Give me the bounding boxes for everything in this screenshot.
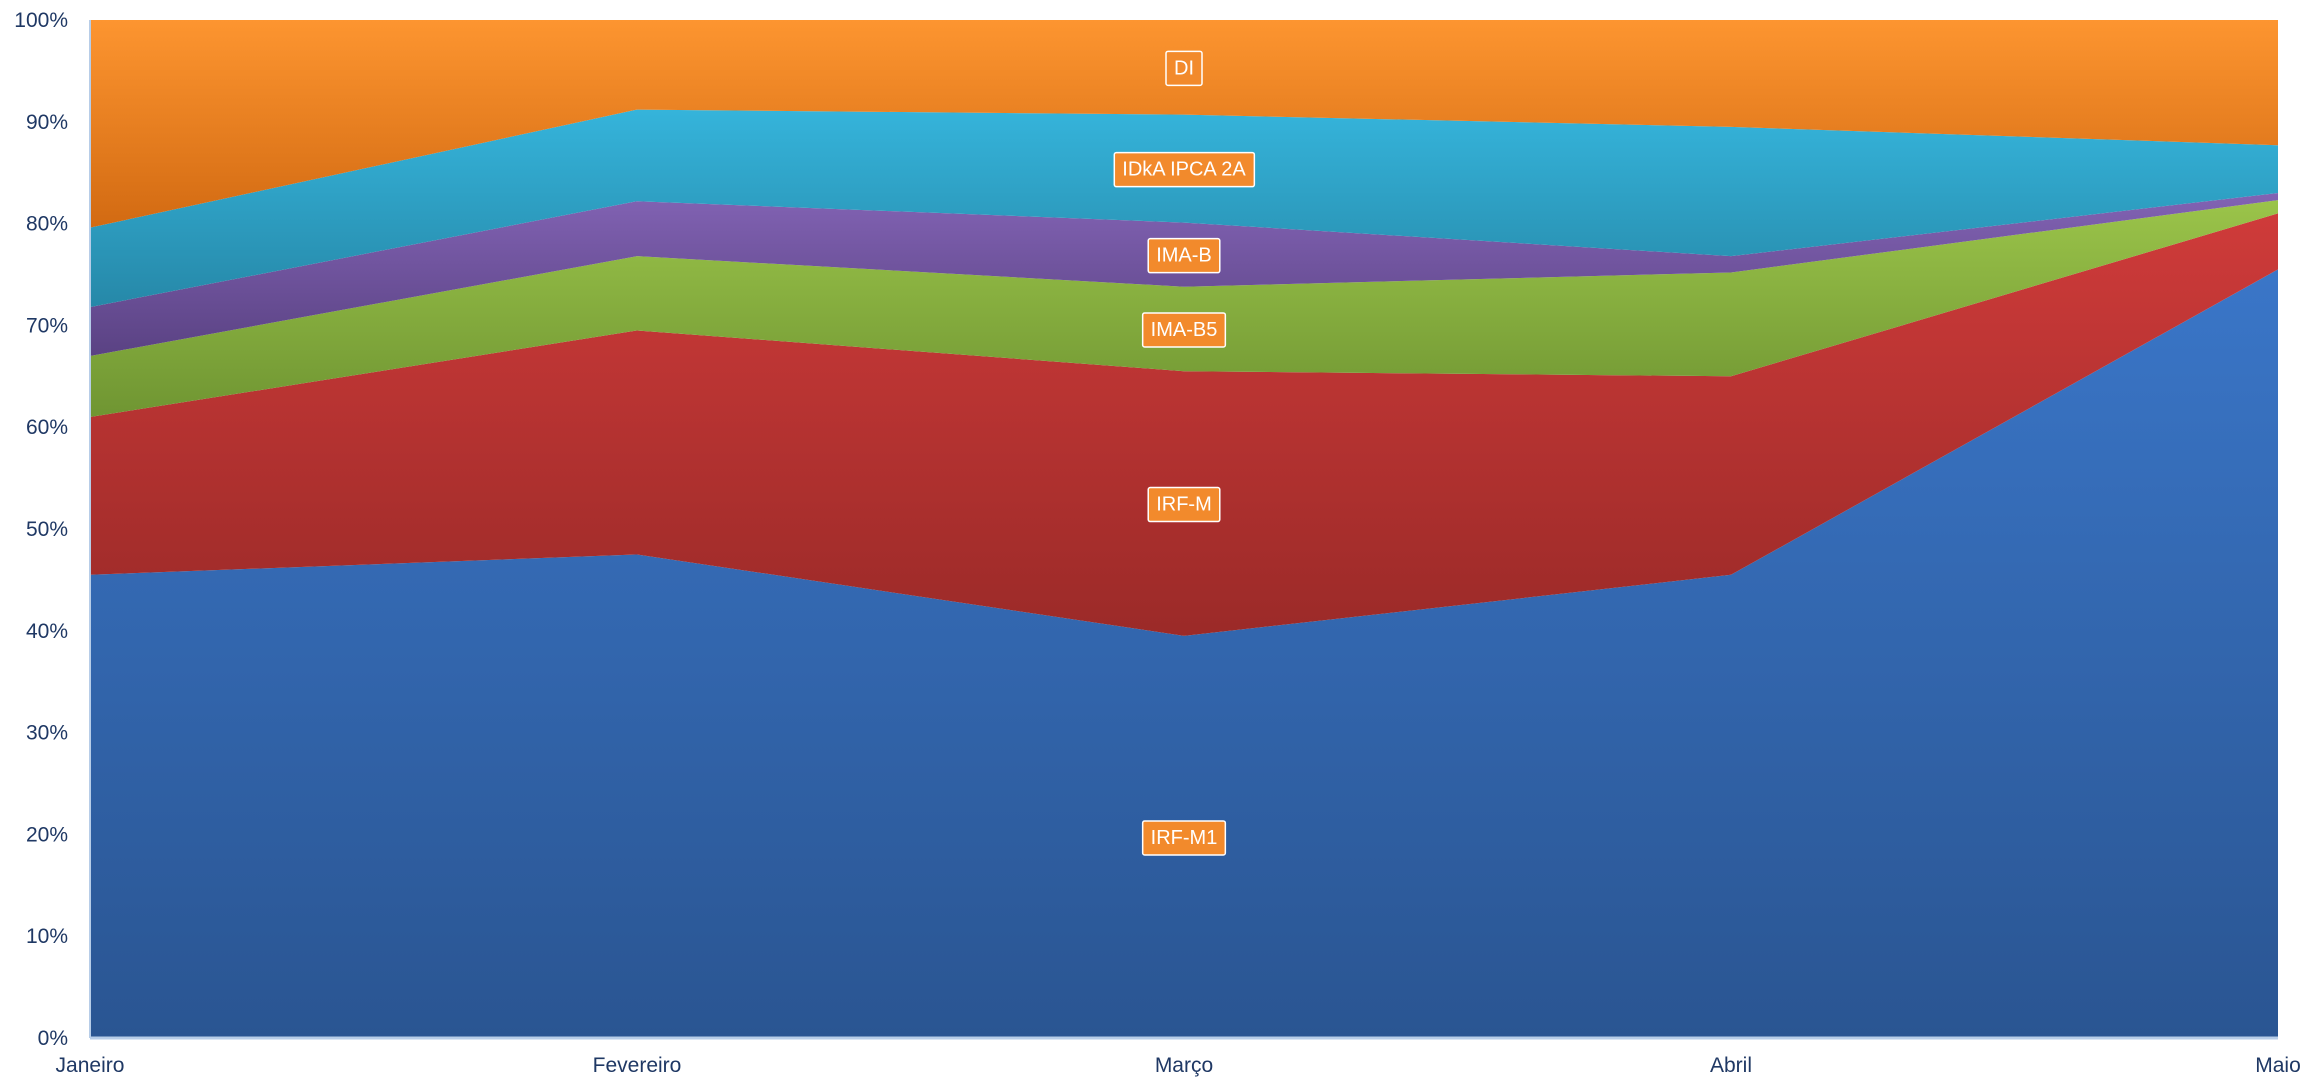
y-tick-label: 70% [26, 314, 68, 337]
series-label-box [1141, 820, 1227, 856]
area-idka-ipca-2a [90, 109, 2278, 308]
y-tick-label: 80% [26, 213, 68, 236]
y-tick-label: 0% [38, 1027, 68, 1050]
y-tick-label: 30% [26, 722, 68, 745]
y-tick-label: 40% [26, 620, 68, 643]
series-label-ima-b: IMA-B [1147, 237, 1221, 274]
series-label-irf-m1: IRF-M1 [1141, 820, 1227, 856]
y-tick-label: 50% [26, 518, 68, 541]
series-label-box [1147, 237, 1221, 274]
area-irf-m [90, 213, 2278, 636]
x-tick-label: Maio [2255, 1054, 2301, 1077]
x-tick-label: Fevereiro [593, 1054, 682, 1077]
series-label-box [1141, 312, 1227, 348]
area-irf-m1 [90, 269, 2278, 1038]
axes [89, 20, 2278, 1040]
x-tick-label: Março [1155, 1054, 1213, 1077]
series-label-text: IMA-B5 [1151, 319, 1218, 341]
series-label-idka-ipca-2a: IDkA IPCA 2A [1113, 151, 1256, 188]
area-di [90, 20, 2278, 228]
series-label-text: IRF-M1 [1151, 827, 1218, 849]
area-ima-b [90, 193, 2278, 356]
x-tick-label: Janeiro [56, 1054, 125, 1077]
series-label-text: IMA-B [1156, 245, 1212, 267]
x-tick-label: Abril [1710, 1054, 1752, 1077]
series-label-text: DI [1174, 57, 1194, 79]
y-tick-label: 60% [26, 416, 68, 439]
y-tick-label: 20% [26, 823, 68, 846]
series-label-box [1165, 50, 1203, 87]
series-label-di: DI [1165, 50, 1203, 87]
y-tick-label: 10% [26, 925, 68, 948]
series-label-irf-m: IRF-M [1147, 486, 1221, 523]
series-label-text: IDkA IPCA 2A [1122, 159, 1246, 181]
series-label-ima-b5: IMA-B5 [1141, 312, 1227, 348]
y-tick-label: 100% [14, 9, 68, 32]
series-areas [90, 20, 2278, 1038]
series-labels: IRF-M1 IRF-M IMA-B5 IMA-B IDkA IPCA 2A DI [1113, 50, 1256, 856]
y-axis-ticks: 0% 10% 20% 30% 40% 50% 60% 70% 80% 90% 100% [14, 9, 68, 1050]
series-label-box [1147, 486, 1221, 523]
series-label-text: IRF-M [1156, 494, 1212, 516]
series-label-box [1113, 151, 1256, 188]
y-tick-label: 90% [26, 111, 68, 134]
area-ima-b5 [90, 200, 2278, 418]
x-axis-ticks: Janeiro Fevereiro Março Abril Maio [56, 1054, 2301, 1077]
